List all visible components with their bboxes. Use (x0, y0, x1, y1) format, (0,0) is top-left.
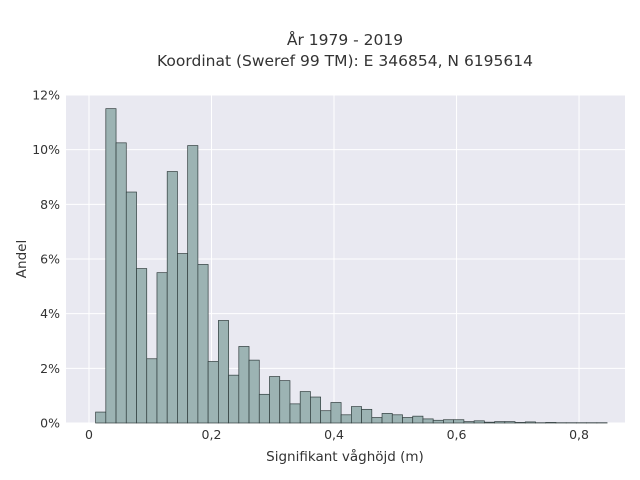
chart-title: År 1979 - 2019 (287, 30, 403, 49)
tick-labels: 0% 2% 4% 6% 8% 10% 12% 0 0,2 0,4 0,6 0,8 (32, 88, 589, 443)
histogram-bar (402, 417, 414, 424)
histogram-bar (177, 253, 189, 424)
histogram-bar (494, 421, 506, 424)
histogram-bar (473, 420, 485, 424)
histogram-bars (95, 108, 608, 424)
y-tick-label: 4% (40, 306, 60, 321)
histogram-bar (299, 391, 311, 424)
y-tick-label: 10% (32, 142, 60, 157)
y-tick-label: 6% (40, 252, 60, 267)
histogram-bar (514, 422, 526, 424)
x-tick-label: 0 (85, 427, 93, 442)
histogram-bar (504, 421, 516, 424)
histogram-bar (361, 408, 373, 424)
histogram-bar (391, 414, 403, 424)
histogram-bar (289, 403, 301, 424)
histogram-bar (463, 421, 475, 424)
histogram-bar (320, 410, 332, 424)
x-tick-label: 0,6 (447, 427, 467, 442)
histogram-bar (166, 171, 178, 424)
histogram-bar (443, 419, 455, 424)
x-axis-label: Signifikant våghöjd (m) (266, 448, 424, 465)
y-tick-label: 12% (32, 88, 60, 103)
histogram-bar (218, 320, 229, 424)
histogram-bar (269, 376, 281, 424)
histogram-bar (228, 374, 240, 424)
histogram-bar (125, 191, 137, 424)
histogram-bar (351, 406, 362, 424)
histogram-bar (105, 108, 117, 424)
histogram-bar (95, 411, 107, 424)
y-tick-label: 0% (40, 416, 60, 431)
histogram-bar (453, 419, 465, 424)
histogram-bar (248, 359, 260, 424)
histogram-bar (207, 361, 219, 424)
x-tick-label: 0,2 (202, 427, 222, 442)
histogram-bar (156, 272, 168, 424)
histogram-bar (340, 414, 352, 424)
x-tick-label: 0,4 (324, 427, 344, 442)
histogram-bar (412, 415, 424, 424)
histogram-bar (136, 268, 148, 424)
histogram-bar (330, 402, 342, 424)
histogram-bar (258, 393, 270, 424)
y-axis-label: Andel (14, 240, 30, 278)
histogram-bar (524, 421, 536, 424)
histogram-bar (197, 264, 209, 424)
histogram-bar (422, 418, 434, 424)
histogram-bar (279, 380, 291, 424)
y-tick-label: 2% (40, 361, 60, 376)
chart-subtitle: Koordinat (Sweref 99 TM): E 346854, N 61… (157, 52, 533, 70)
histogram-bar (432, 419, 444, 424)
histogram-bar (238, 346, 250, 424)
histogram-bar (115, 142, 127, 424)
y-tick-label: 8% (40, 197, 60, 212)
x-tick-label: 0,8 (569, 427, 589, 442)
histogram-bar (371, 417, 383, 424)
histogram-bar (545, 422, 557, 424)
histogram-bar (483, 421, 495, 424)
histogram-bar (381, 413, 393, 424)
histogram-bar (187, 145, 199, 424)
histogram-bar (310, 396, 322, 424)
histogram-bar (146, 358, 158, 424)
